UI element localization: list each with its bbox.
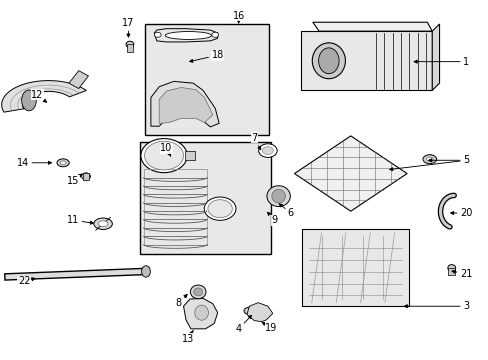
Ellipse shape bbox=[21, 90, 36, 111]
Bar bbox=[300, 31, 431, 90]
Text: 22: 22 bbox=[18, 276, 35, 286]
Text: 17: 17 bbox=[122, 18, 134, 37]
Ellipse shape bbox=[266, 186, 290, 207]
Text: 11: 11 bbox=[66, 215, 93, 225]
Ellipse shape bbox=[60, 161, 66, 165]
Text: 4: 4 bbox=[235, 315, 251, 334]
Text: 2: 2 bbox=[389, 155, 468, 171]
Ellipse shape bbox=[190, 285, 205, 299]
Bar bbox=[127, 44, 133, 51]
Text: 16: 16 bbox=[232, 11, 244, 23]
Text: 1: 1 bbox=[413, 57, 468, 67]
Polygon shape bbox=[246, 303, 272, 321]
Ellipse shape bbox=[207, 200, 232, 218]
Bar bbox=[140, 142, 271, 253]
Polygon shape bbox=[151, 81, 219, 127]
Ellipse shape bbox=[422, 155, 436, 164]
Ellipse shape bbox=[426, 157, 432, 161]
Ellipse shape bbox=[57, 159, 69, 167]
Polygon shape bbox=[1, 81, 86, 112]
Text: 10: 10 bbox=[160, 143, 172, 156]
Text: 13: 13 bbox=[182, 330, 194, 343]
Text: 3: 3 bbox=[404, 301, 468, 311]
Bar bbox=[184, 151, 195, 160]
Text: 6: 6 bbox=[279, 204, 293, 218]
Ellipse shape bbox=[194, 305, 208, 320]
Polygon shape bbox=[159, 87, 212, 123]
Bar bbox=[143, 169, 206, 244]
Bar bbox=[302, 229, 408, 306]
Text: 15: 15 bbox=[66, 174, 82, 186]
Ellipse shape bbox=[126, 41, 134, 48]
Ellipse shape bbox=[142, 266, 150, 277]
Polygon shape bbox=[69, 71, 88, 89]
Text: 8: 8 bbox=[175, 294, 187, 308]
Ellipse shape bbox=[81, 173, 90, 180]
Ellipse shape bbox=[447, 265, 455, 271]
Ellipse shape bbox=[141, 139, 187, 173]
Ellipse shape bbox=[98, 221, 108, 226]
Ellipse shape bbox=[318, 48, 338, 74]
Text: 5: 5 bbox=[428, 155, 468, 165]
Ellipse shape bbox=[244, 307, 254, 315]
Ellipse shape bbox=[193, 288, 202, 296]
Ellipse shape bbox=[94, 218, 112, 229]
Polygon shape bbox=[154, 29, 217, 42]
Ellipse shape bbox=[144, 141, 183, 170]
Bar bbox=[447, 268, 454, 275]
Ellipse shape bbox=[154, 32, 161, 37]
Bar bbox=[144, 24, 268, 135]
Text: 19: 19 bbox=[262, 322, 277, 333]
Ellipse shape bbox=[204, 197, 236, 220]
Ellipse shape bbox=[271, 189, 285, 203]
Ellipse shape bbox=[165, 32, 211, 40]
Polygon shape bbox=[183, 298, 217, 329]
Text: 9: 9 bbox=[267, 212, 277, 225]
Text: 21: 21 bbox=[451, 269, 471, 279]
Text: 18: 18 bbox=[189, 50, 224, 62]
Ellipse shape bbox=[262, 147, 273, 154]
Bar bbox=[82, 173, 89, 180]
Text: 14: 14 bbox=[17, 158, 51, 168]
Text: 12: 12 bbox=[31, 90, 46, 102]
Polygon shape bbox=[431, 24, 439, 90]
Ellipse shape bbox=[211, 32, 218, 37]
Polygon shape bbox=[294, 136, 407, 211]
Ellipse shape bbox=[258, 144, 277, 157]
Polygon shape bbox=[312, 22, 431, 31]
Ellipse shape bbox=[312, 43, 345, 79]
Text: 7: 7 bbox=[251, 133, 260, 150]
Text: 20: 20 bbox=[450, 208, 471, 218]
